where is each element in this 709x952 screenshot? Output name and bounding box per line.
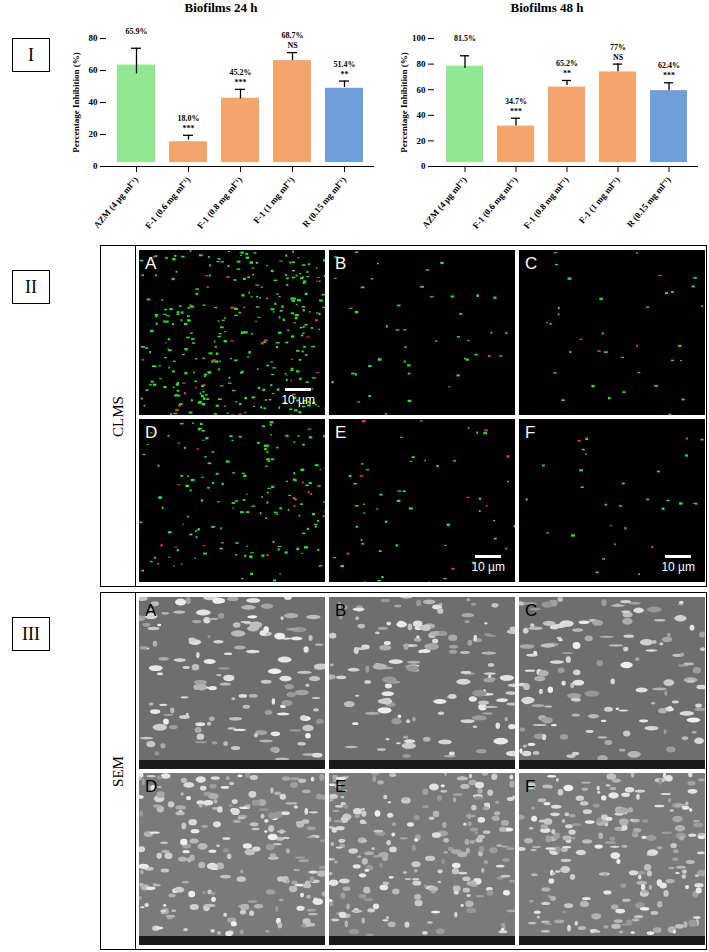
svg-text:F-1 (0.8 mg ml⁻¹): F-1 (0.8 mg ml⁻¹) <box>195 175 244 231</box>
html-text:10 µm: 10 µm <box>281 393 315 407</box>
svg-text:NS: NS <box>287 41 298 50</box>
svg-text:AZM (4 µg ml⁻¹): AZM (4 µg ml⁻¹) <box>92 175 141 230</box>
html-text:C: C <box>525 254 538 273</box>
svg-text:F-1 (1 mg ml⁻¹): F-1 (1 mg ml⁻¹) <box>251 175 296 226</box>
svg-text:45.2%: 45.2% <box>230 68 252 77</box>
html-text:B: B <box>335 254 347 273</box>
svg-text:0: 0 <box>93 161 98 171</box>
svg-text:40: 40 <box>417 110 427 120</box>
html-text:B: B <box>335 601 347 620</box>
html-text:CLMS: CLMS <box>109 395 126 437</box>
svg-text:51.4%: 51.4% <box>334 60 356 69</box>
svg-text:77%: 77% <box>610 43 626 52</box>
svg-text:F-1 (0.6 mg ml⁻¹): F-1 (0.6 mg ml⁻¹) <box>470 175 519 231</box>
html-text:III: III <box>22 623 40 644</box>
svg-text:40: 40 <box>89 97 99 107</box>
svg-text:100: 100 <box>412 33 426 43</box>
svg-text:Percentage Inhibition (%): Percentage Inhibition (%) <box>399 52 409 152</box>
svg-text:R (0.15 mg ml⁻¹): R (0.15 mg ml⁻¹) <box>300 175 348 229</box>
html-text:A: A <box>145 601 157 620</box>
html-text:F: F <box>525 423 536 442</box>
svg-text:F-1 (0.6 mg ml⁻¹): F-1 (0.6 mg ml⁻¹) <box>143 175 192 231</box>
svg-text:60: 60 <box>89 65 99 75</box>
html-text:I: I <box>28 44 34 65</box>
html-text:C: C <box>525 601 538 620</box>
svg-text:20: 20 <box>417 136 427 146</box>
svg-text:F-1 (1 mg ml⁻¹): F-1 (1 mg ml⁻¹) <box>577 175 622 226</box>
html-text:E: E <box>335 423 347 442</box>
svg-text:Percentage Inhibition (%): Percentage Inhibition (%) <box>71 52 81 152</box>
svg-text:AZM (4 µg ml⁻¹): AZM (4 µg ml⁻¹) <box>420 175 469 230</box>
svg-text:**: ** <box>563 69 571 78</box>
svg-text:34.7%: 34.7% <box>505 97 527 106</box>
html-text:D: D <box>145 423 158 442</box>
svg-text:***: *** <box>183 124 195 133</box>
html-text:II: II <box>25 276 37 297</box>
svg-text:62.4%: 62.4% <box>658 61 680 70</box>
svg-text:0: 0 <box>421 161 426 171</box>
svg-text:18.0%: 18.0% <box>178 114 200 123</box>
html-text:Biofilms 48 h: Biofilms 48 h <box>510 0 584 15</box>
html-text:10 µm: 10 µm <box>471 560 505 574</box>
svg-text:***: *** <box>663 71 675 80</box>
svg-text:***: *** <box>235 78 247 87</box>
html-text:10 µm: 10 µm <box>661 560 695 574</box>
svg-text:NS: NS <box>613 53 624 62</box>
svg-text:F-1 (0.8 mg ml⁻¹): F-1 (0.8 mg ml⁻¹) <box>521 175 570 231</box>
html-text:SEM: SEM <box>109 755 126 787</box>
svg-text:81.5%: 81.5% <box>454 34 476 43</box>
svg-text:**: ** <box>341 70 349 79</box>
svg-text:20: 20 <box>89 129 99 139</box>
svg-text:65.9%: 65.9% <box>126 27 148 36</box>
html-text:Biofilms 24 h: Biofilms 24 h <box>184 0 258 15</box>
html-text:A: A <box>145 254 157 273</box>
html-text:F: F <box>525 777 536 796</box>
svg-text:68.7%: 68.7% <box>282 31 304 40</box>
svg-text:65.2%: 65.2% <box>556 59 578 68</box>
svg-text:60: 60 <box>417 85 427 95</box>
svg-text:***: *** <box>510 107 522 116</box>
svg-text:R (0.15 mg ml⁻¹): R (0.15 mg ml⁻¹) <box>625 175 673 229</box>
html-text:D: D <box>145 777 158 796</box>
svg-text:80: 80 <box>417 59 427 69</box>
svg-text:80: 80 <box>89 33 99 43</box>
html-text:E: E <box>335 777 347 796</box>
